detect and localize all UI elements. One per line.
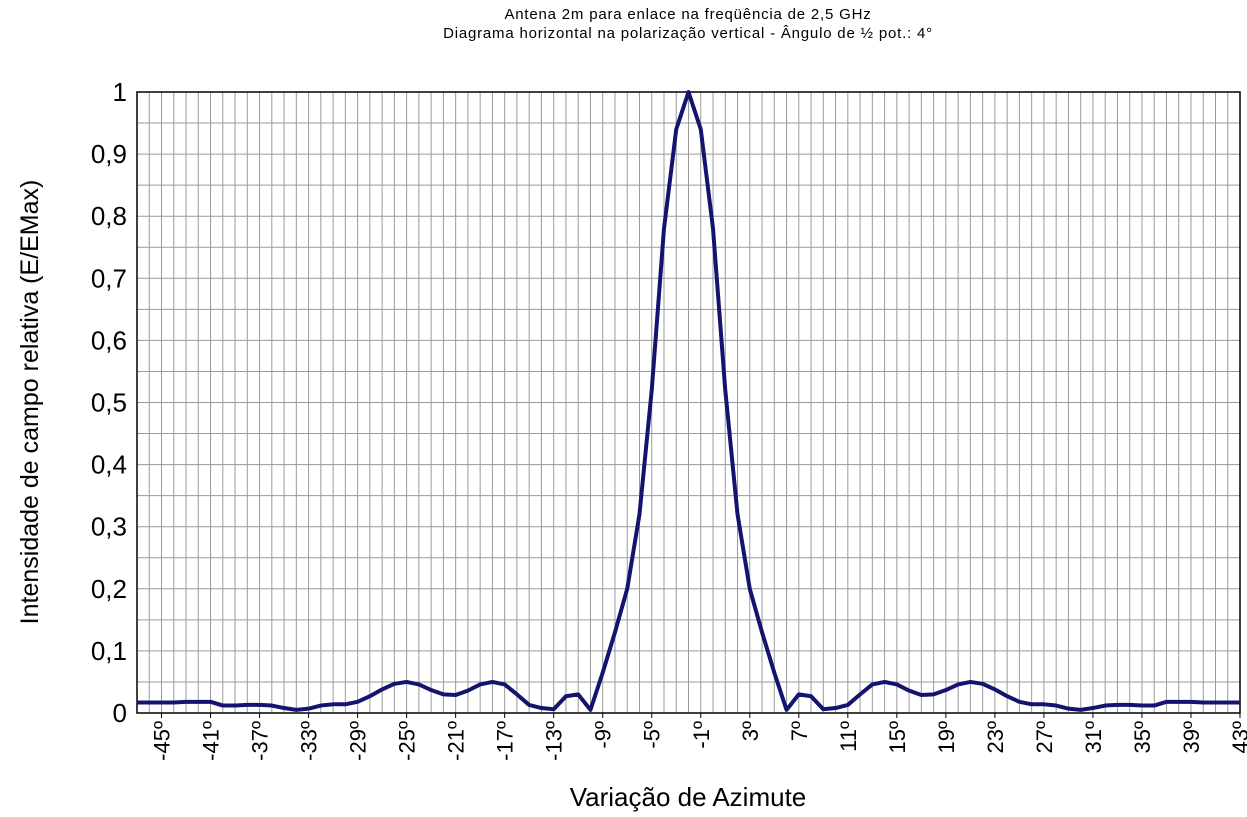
x-tick-label: -45º <box>150 721 175 761</box>
y-tick-label: 0,4 <box>91 450 127 480</box>
x-tick-label: -33º <box>297 721 322 761</box>
x-tick-label: -21º <box>444 721 469 761</box>
y-tick-label: 0 <box>113 698 127 728</box>
chart-subtitle: Diagrama horizontal na polarização verti… <box>443 25 933 42</box>
x-tick-label: 3º <box>738 721 763 741</box>
y-tick-label: 0,3 <box>91 512 127 542</box>
x-tick-label: 19º <box>934 721 959 754</box>
x-tick-label: 23º <box>983 721 1008 754</box>
x-tick-label: -1º <box>689 721 714 749</box>
chart-title: Antena 2m para enlace na freqüência de 2… <box>504 6 871 23</box>
x-tick-label: 27º <box>1032 721 1057 754</box>
y-tick-label: 0,9 <box>91 139 127 169</box>
x-tick-label: 31º <box>1081 721 1106 754</box>
x-tick-label: 35º <box>1130 721 1155 754</box>
x-tick-label: 11º <box>836 721 861 752</box>
x-tick-label: -37º <box>248 721 273 761</box>
y-tick-label: 0,1 <box>91 636 127 666</box>
y-tick-label: 0,8 <box>91 201 127 231</box>
y-tick-label: 0,6 <box>91 325 127 355</box>
y-tick-label: 1 <box>113 77 127 107</box>
x-tick-label: -9º <box>591 721 616 749</box>
y-tick-label: 0,5 <box>91 388 127 418</box>
x-tick-label: 43º <box>1228 721 1247 754</box>
x-tick-label: -13º <box>542 721 567 761</box>
x-axis-title: Variação de Azimute <box>570 782 807 812</box>
x-tick-label: -41º <box>199 721 224 761</box>
y-axis-title: Intensidade de campo relativa (E/EMax) <box>16 180 44 625</box>
x-tick-label: -29º <box>346 721 371 761</box>
series-line <box>137 90 1240 712</box>
x-tick-label: 7º <box>787 721 812 741</box>
x-tick-label: 15º <box>885 721 910 754</box>
x-tick-label: -25º <box>395 721 420 761</box>
x-tick-label: 39º <box>1179 721 1204 754</box>
y-tick-label: 0,7 <box>91 263 127 293</box>
x-tick-label: -5º <box>640 721 665 749</box>
y-tick-label: 0,2 <box>91 574 127 604</box>
x-tick-label: -17º <box>493 721 518 761</box>
